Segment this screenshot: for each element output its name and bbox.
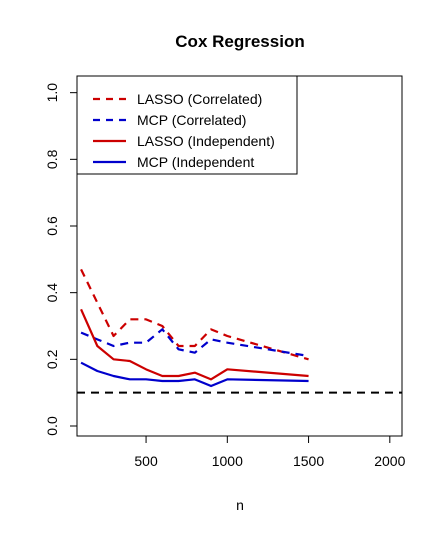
legend-label: MCP (Correlated) [137, 112, 246, 128]
series-layer [80, 268, 309, 388]
x-axis: 500 1000 1500 2000 [134, 435, 406, 469]
y-tick-label: 0.6 [44, 216, 60, 236]
series-line-2 [80, 328, 309, 358]
legend-label: MCP (Independent [137, 154, 254, 170]
legend-box [76, 75, 298, 175]
legend-label: LASSO (Independent) [137, 133, 275, 149]
series-line-3 [80, 308, 309, 381]
y-tick-label: 0.2 [44, 349, 60, 369]
legend-label: LASSO (Correlated) [137, 91, 262, 107]
x-axis-label: n [236, 497, 244, 513]
x-tick-label: 1500 [293, 453, 324, 469]
x-tick-label: 2000 [374, 453, 405, 469]
series-line-1 [80, 268, 309, 361]
series-line-4 [80, 361, 309, 388]
y-tick-label: 0.0 [44, 416, 60, 436]
chart-title: Cox Regression [175, 32, 304, 51]
y-tick-label: 0.8 [44, 149, 60, 169]
x-tick-label: 1000 [212, 453, 243, 469]
legend: LASSO (Correlated) MCP (Correlated) LASSO … [76, 75, 298, 175]
y-axis: 0.0 0.2 0.4 0.6 0.8 1.0 [44, 83, 78, 436]
y-tick-label: 0.4 [44, 283, 60, 303]
y-tick-label: 1.0 [44, 83, 60, 103]
x-tick-label: 500 [134, 453, 158, 469]
